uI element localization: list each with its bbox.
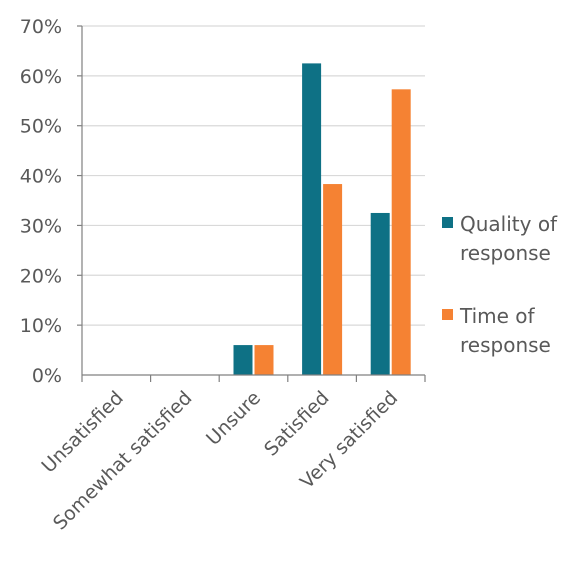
x-category-label: Satisfied — [260, 387, 334, 461]
bars — [233, 63, 411, 376]
y-axis-tick-labels: 0% 10% 20% 30% 40% 50% 60% 70% — [20, 16, 62, 387]
y-tick-label: 60% — [20, 66, 62, 88]
bar-quality-4 — [370, 212, 390, 375]
gridlines — [82, 25, 425, 326]
bar-quality-3 — [302, 63, 322, 376]
legend-swatch-quality — [442, 217, 453, 228]
y-tick-label: 0% — [32, 365, 62, 387]
x-category-label: Somewhat satisfied — [49, 387, 196, 534]
legend-label: Quality of — [460, 212, 558, 236]
legend-label: response — [460, 241, 551, 265]
x-category-label: Unsure — [202, 387, 265, 450]
legend: Quality of response Time of response — [442, 212, 558, 357]
legend-label: response — [460, 333, 551, 357]
y-tick-label: 50% — [20, 116, 62, 138]
axes — [77, 25, 426, 382]
legend-label: Time of — [459, 304, 536, 328]
legend-swatch-time — [442, 309, 453, 320]
y-tick-label: 70% — [20, 16, 62, 38]
y-tick-label: 40% — [20, 166, 62, 188]
y-tick-label: 10% — [20, 315, 62, 337]
bar-quality-2 — [233, 345, 253, 375]
bar-time-3 — [323, 184, 343, 375]
bar-time-4 — [391, 89, 411, 375]
y-tick-label: 30% — [20, 215, 62, 237]
y-tick-label: 20% — [20, 265, 62, 287]
bar-time-2 — [254, 345, 274, 375]
